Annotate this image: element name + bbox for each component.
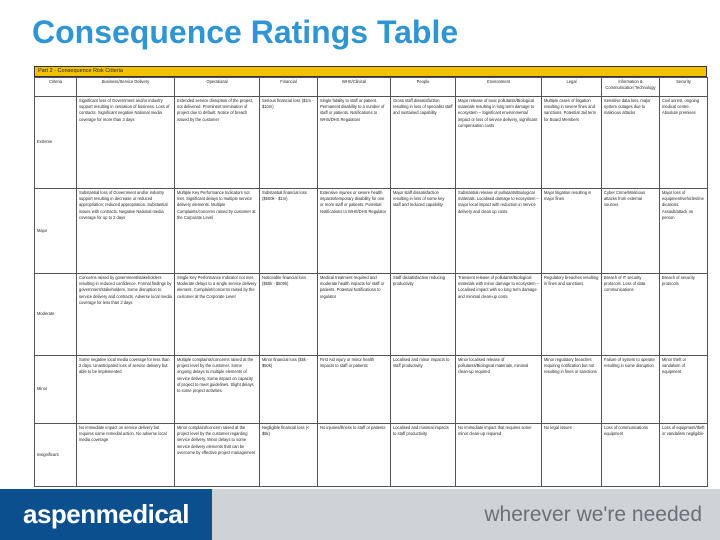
column-header: Operational	[174, 77, 260, 97]
page-title: Consequence Ratings Table	[32, 14, 459, 50]
table-cell: Extensive injuries or severe health impa…	[317, 188, 391, 274]
table-cell: Single Key Performance Indicator not met…	[174, 273, 260, 356]
column-header: Business/Service Delivery	[76, 77, 175, 97]
table-cell: Sensitive data loss, major system outage…	[601, 96, 660, 189]
column-header: Information & Communication Technology	[601, 77, 660, 97]
table-cell: No immediate impact on service delivery …	[76, 423, 175, 487]
table-cell: Minor complaint/concern raised at the pr…	[174, 423, 260, 487]
column-header: WHS/Clinical	[317, 77, 391, 97]
table-cell: Major loss of equipment/vehicles/medicat…	[659, 188, 708, 274]
table-header-row: Criteria Business/Service Delivery Opera…	[34, 77, 708, 97]
table-row: Minor Some negative local media coverage…	[34, 355, 708, 424]
table-cell: Localised and minor impacts to staff pro…	[390, 355, 456, 424]
table-row: Major Substantial loss of Government and…	[34, 188, 708, 274]
table-cell: Multiple complaints/concerns raised at t…	[174, 355, 260, 424]
footer-logo-panel: aspenmedical	[0, 489, 212, 540]
table-cell: Minor regulatory breaches requiring noti…	[541, 355, 602, 424]
table-cell: Multiple cases of litigation resulting i…	[541, 96, 602, 189]
table-cell: Minor theft or vandalism of equipment	[659, 355, 708, 424]
table-cell: Transient release of pollutants/Biologic…	[455, 273, 542, 356]
table-cell: Regulatory breaches resulting in fines a…	[541, 273, 602, 356]
table-cell: Major litigation resulting in major fine…	[541, 188, 602, 274]
table-cell: Breach of IT security protocols. Loss of…	[601, 273, 660, 356]
rating-label: Extreme	[34, 96, 77, 189]
table-cell: Serious financial loss ($1m - $10m)	[259, 96, 318, 189]
table-cell: Negligible financial loss (< $5k)	[259, 423, 318, 487]
table-cell: Failure of system to operate resulting i…	[601, 355, 660, 424]
table-cell: Loss of communications equipment	[601, 423, 660, 487]
table-row: Insignificant No immediate impact on ser…	[34, 423, 708, 487]
rating-label: Minor	[34, 355, 77, 424]
column-header: Security	[659, 77, 708, 97]
column-header: People	[390, 77, 456, 97]
aspenmedical-logo: aspenmedical	[23, 499, 189, 529]
table-cell: First Aid injury or minor health impacts…	[317, 355, 391, 424]
table-cell: Staff dissatisfaction reducing productiv…	[390, 273, 456, 356]
table-cell: No injuries/illness to staff or patients	[317, 423, 391, 487]
table-cell: Civil unrest, ongoing medical centre. Ab…	[659, 96, 708, 189]
column-header: Financial	[259, 77, 318, 97]
table-cell: Multiple Key Performance Indicators not …	[174, 188, 260, 274]
rating-label: Moderate	[34, 273, 77, 356]
table-cell: Gross staff dissatisfaction resulting in…	[390, 96, 456, 189]
table-cell: Minor financial loss ($5k - $50k)	[259, 355, 318, 424]
column-header: Environment	[455, 77, 542, 97]
table-cell: Concerns raised by government/stakeholde…	[76, 273, 175, 356]
table-cell: Cyber Crime/Malicious attacks from exter…	[601, 188, 660, 274]
table-cell: Major release of toxic pollutants/Biolog…	[455, 96, 542, 189]
footer-tagline-panel: wherever we're needed	[212, 489, 720, 540]
table-cell: Noticeable financial loss ($50k - $500k)	[259, 273, 318, 356]
footer-tagline: wherever we're needed	[484, 502, 702, 526]
table-cell: Single fatality to staff or patient. Per…	[317, 96, 391, 189]
column-header: Criteria	[34, 77, 77, 97]
table-cell: Some negative local media coverage for l…	[76, 355, 175, 424]
rating-label: Major	[34, 188, 77, 274]
table-cell: Breach of security protocols	[659, 273, 708, 356]
consequence-table-container: Part 2 - Consequence Risk Criteria Crite…	[34, 66, 708, 487]
table-cell: No legal issues	[541, 423, 602, 487]
table-cell: Substantial loss of Government and/or in…	[76, 188, 175, 274]
table-cell: Substantial release of pollutants/Biolog…	[455, 188, 542, 274]
footer-bar: aspenmedical wherever we're needed	[0, 489, 720, 540]
table-cell: Medical treatment required and moderate …	[317, 273, 391, 356]
table-cell: Significant loss of Government and/or in…	[76, 96, 175, 189]
table-cell: Loss of equipment/theft or vandalism neg…	[659, 423, 708, 487]
rating-label: Insignificant	[34, 423, 77, 487]
table-cell: Extended service disruption of the proje…	[174, 96, 260, 189]
table-caption: Part 2 - Consequence Risk Criteria	[34, 66, 707, 77]
table-row: Extreme Significant loss of Government a…	[34, 96, 708, 189]
table-cell: Substantial financial loss ($500k - $1m)	[259, 188, 318, 274]
table-cell: No immediate impact that requires some m…	[455, 423, 542, 487]
table-cell: Minor localised release of pollutants/Bi…	[455, 355, 542, 424]
table-row: Moderate Concerns raised by government/s…	[34, 273, 708, 356]
table-cell: Localised and minimal impacts to staff p…	[390, 423, 456, 487]
table-cell: Major staff dissatisfaction resulting in…	[390, 188, 456, 274]
column-header: Legal	[541, 77, 602, 97]
consequence-ratings-table: Criteria Business/Service Delivery Opera…	[34, 77, 708, 487]
